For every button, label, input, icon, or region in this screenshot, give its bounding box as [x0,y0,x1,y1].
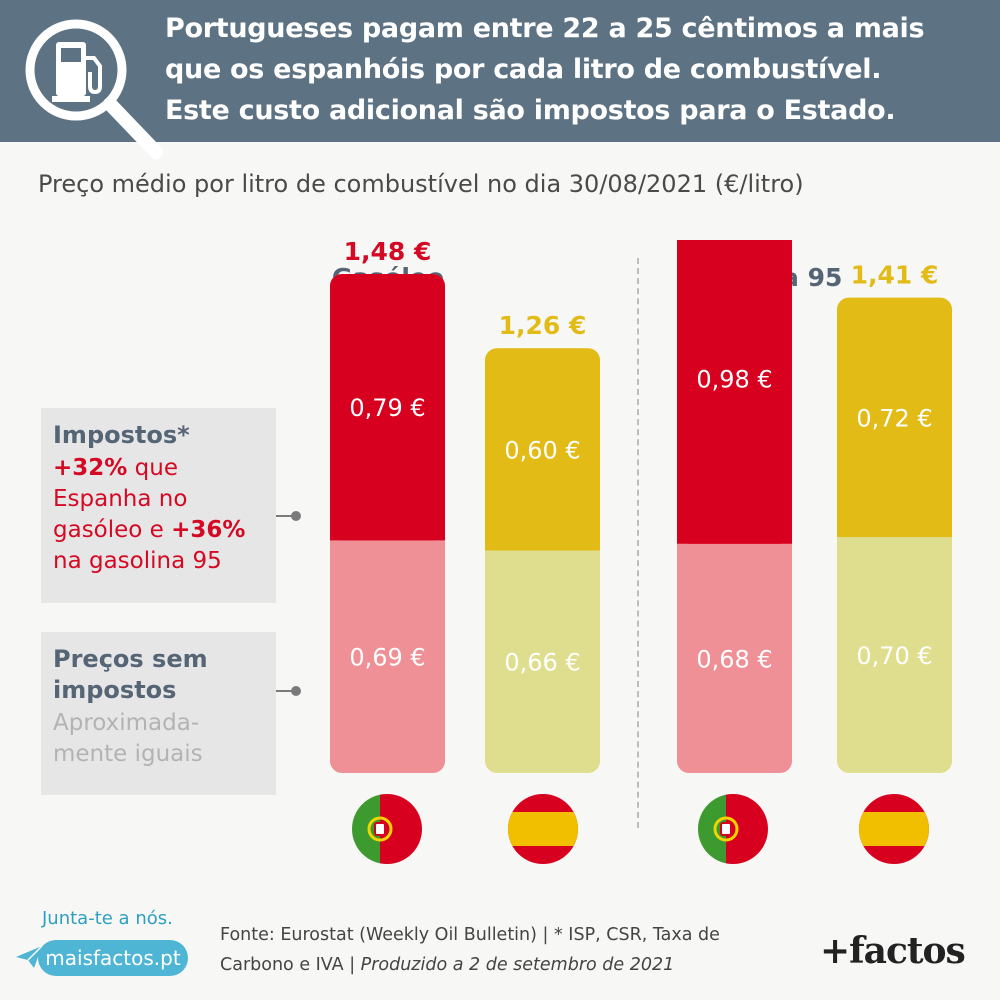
legend-base-note: Aproximada- mente iguais [53,710,203,767]
tax-value-label: 0,60 € [504,436,580,464]
brand-logo: +factos [820,930,966,972]
header-title: Portugueses pagam entre 22 a 25 cêntimos… [165,13,925,126]
bar-tax-fill-portugal-gasoline [677,529,792,544]
bar-tax-spain-diesel [485,348,600,551]
footer-join-text: Junta-te a nós. [42,908,173,929]
fuel-search-icon [25,19,163,159]
footer-source: Fonte: Eurostat (Weekly Oil Bulletin) | … [220,925,720,975]
tax-value-label: 0,98 € [696,366,772,394]
legend-base-price: Preços sem impostos Aproximada- mente ig… [41,632,276,795]
legend-taxes: Impostos* +32% que Espanha no gasóleo e … [41,408,276,603]
bar-tax-portugal-gasoline [677,240,792,544]
total-value-label: 1,48 € [344,240,432,266]
tax-value-label: 0,79 € [349,394,425,422]
base-value-label: 0,70 € [856,642,932,670]
spain-flag-icon [508,794,578,864]
total-value-label: 1,26 € [499,311,587,340]
legend-base-title: Preços sem impostos [53,645,208,704]
portugal-flag-icon [698,794,768,864]
legend-taxes-title: Impostos* [53,421,190,449]
base-value-label: 0,66 € [504,649,580,677]
legend-taxes-text: +32% que Espanha no gasóleo e +36% na ga… [53,455,246,574]
legend-base-connector [276,686,301,696]
bar-tax-spain-gasoline [837,297,952,537]
chart-subtitle: Preço médio por litro de combustível no … [38,170,804,198]
bar-tax-portugal-diesel [330,274,445,541]
base-value-label: 0,69 € [349,644,425,672]
bar-tax-fill-spain-diesel [485,536,600,551]
base-value-label: 0,68 € [696,645,772,673]
group-divider [637,258,639,828]
bar-tax-fill-portugal-diesel [330,526,445,541]
legend-taxes-connector [276,511,301,521]
tax-value-label: 0,72 € [856,404,932,432]
bar-tax-fill-spain-gasoline [837,523,952,537]
total-value-label: 1,41 € [851,261,939,290]
fuel-price-chart: GasóleoGasolina 950,79 €0,69 €1,48 €0,60… [330,240,952,773]
spain-flag-icon [859,794,929,864]
footer-site-link[interactable]: maisfactos.pt [38,940,188,976]
portugal-flag-icon [352,794,422,864]
header-banner: Portugueses pagam entre 22 a 25 cêntimos… [0,0,1000,159]
